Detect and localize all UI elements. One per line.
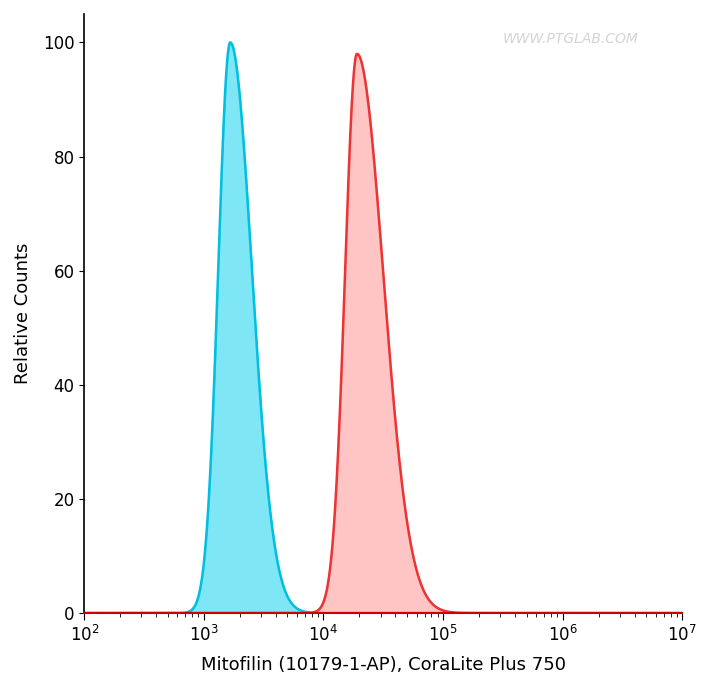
Text: WWW.PTGLAB.COM: WWW.PTGLAB.COM [503,32,638,46]
X-axis label: Mitofilin (10179-1-AP), CoraLite Plus 750: Mitofilin (10179-1-AP), CoraLite Plus 75… [201,656,566,674]
Y-axis label: Relative Counts: Relative Counts [14,243,32,384]
